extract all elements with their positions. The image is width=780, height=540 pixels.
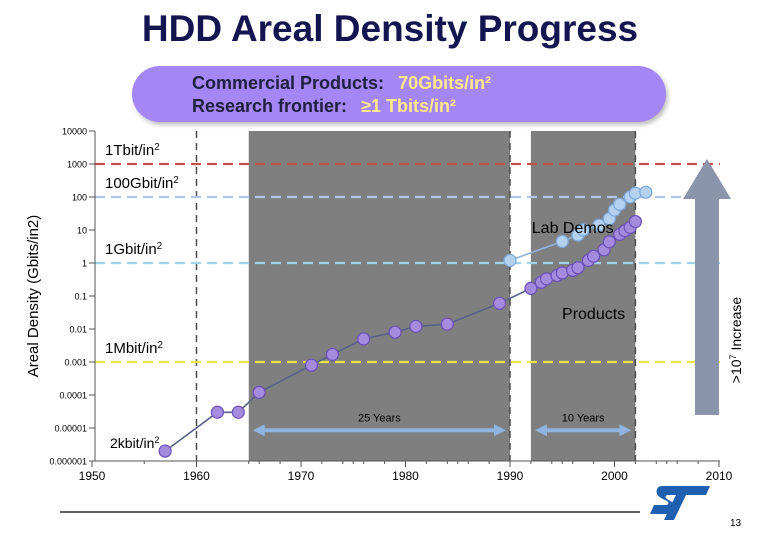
x-tick-label: 1980 <box>392 469 419 483</box>
y-tick-label: 0.1 <box>74 292 87 302</box>
banner-research-value: ≥1 Tbits/in² <box>361 96 456 116</box>
banner-research-label: Research frontier: <box>192 96 348 116</box>
summary-banner: Commercial Products: 70Gbits/in² Research… <box>132 66 666 122</box>
product-point-25 <box>628 214 643 229</box>
y-tick-label: 1 <box>82 259 87 269</box>
banner-line-research: Research frontier: ≥1 Tbits/in² <box>192 96 456 117</box>
reference-label-4: 2kbit/in2 <box>110 435 159 451</box>
product-point-19 <box>586 249 601 263</box>
span-arrowhead-left-3 <box>534 424 547 437</box>
dashed-year-lines <box>195 131 637 461</box>
y-axis-label: Areal Density (Gbits/in2) <box>25 215 42 378</box>
y-tick-label: 10000 <box>62 127 87 137</box>
banner-line-products: Commercial Products: 70Gbits/in² <box>192 73 491 94</box>
product-point-6 <box>357 332 371 346</box>
y-tick-label: 0.00001 <box>54 424 87 434</box>
reference-lines: 1Tbit/in2 100Gbit/in2 1Gbit/in2 1Mbit/in2 2k… <box>95 142 720 451</box>
increase-label: >107 Increase <box>728 297 744 384</box>
annotation-0: Lab Demos <box>532 220 614 237</box>
y-tick-label: 0.01 <box>69 325 87 335</box>
product-point-0 <box>158 444 172 458</box>
product-point-17 <box>571 261 585 275</box>
x-tick-label: 1960 <box>183 469 210 483</box>
reference-label-1: 100Gbit/in2 <box>105 175 179 192</box>
product-point-3 <box>252 385 266 399</box>
page-number: 13 <box>730 518 742 529</box>
product-point-8 <box>409 319 423 333</box>
x-tick-label: 1990 <box>497 469 524 483</box>
slide-title: HDD Areal Density Progress <box>141 8 639 49</box>
lab-demo-point-1 <box>555 234 569 249</box>
product-point-9 <box>440 317 454 331</box>
x-tick-label: 2000 <box>601 469 628 483</box>
product-point-2 <box>231 405 245 419</box>
lab-demo-point-10 <box>639 185 653 199</box>
lab-demo-point-7 <box>613 197 627 211</box>
span-arrowhead-right-2 <box>494 424 506 437</box>
product-point-5 <box>325 347 339 361</box>
reference-label-3: 1Mbit/in2 <box>105 340 163 357</box>
y-tick-label: 0.000001 <box>49 457 87 467</box>
product-point-7 <box>388 325 402 339</box>
lab-demo-point-3 <box>576 223 590 237</box>
banner-products-value: 70Gbits/in² <box>398 73 492 93</box>
banner-products-label: Commercial Products: <box>192 73 385 93</box>
span-label-2: 25 Years <box>358 412 401 424</box>
annotations: Lab Demos Products 25 Years 10 Years >107 In… <box>252 159 744 437</box>
product-point-21 <box>602 235 616 249</box>
st-logo-icon <box>650 486 710 520</box>
product-point-1 <box>210 405 224 419</box>
data-points <box>158 185 653 458</box>
annotation-1: Products <box>562 306 625 323</box>
reference-label-2: 1Gbit/in2 <box>105 241 162 258</box>
lab-demo-point-4 <box>592 218 606 232</box>
product-point-11 <box>524 281 538 295</box>
shaded-period-1 <box>530 131 636 461</box>
span-label-3: 10 Years <box>562 412 605 424</box>
shaded-period-0 <box>248 131 510 461</box>
axes: 10000 1000 100 10 1 0.1 0.01 0.001 0.0001 0.00001… <box>25 127 733 484</box>
y-tick-label: 0.001 <box>64 358 87 368</box>
product-point-10 <box>492 296 507 310</box>
x-tick-label: 2010 <box>706 469 733 483</box>
y-tick-label: 0.0001 <box>59 391 87 401</box>
y-tick-label: 1000 <box>67 160 87 170</box>
span-arrowhead-left-2 <box>252 424 265 437</box>
x-tick-label: 1970 <box>288 469 315 483</box>
y-tick-label: 100 <box>72 193 87 203</box>
y-tick-label: 10 <box>77 226 87 236</box>
x-tick-label: 1950 <box>79 469 106 483</box>
shaded-periods <box>248 131 636 461</box>
increase-arrow-icon <box>683 159 731 415</box>
span-arrowhead-right-3 <box>619 424 632 437</box>
lab-demo-point-0 <box>503 253 517 267</box>
reference-label-0: 1Tbit/in2 <box>105 142 160 159</box>
product-point-4 <box>304 358 319 372</box>
